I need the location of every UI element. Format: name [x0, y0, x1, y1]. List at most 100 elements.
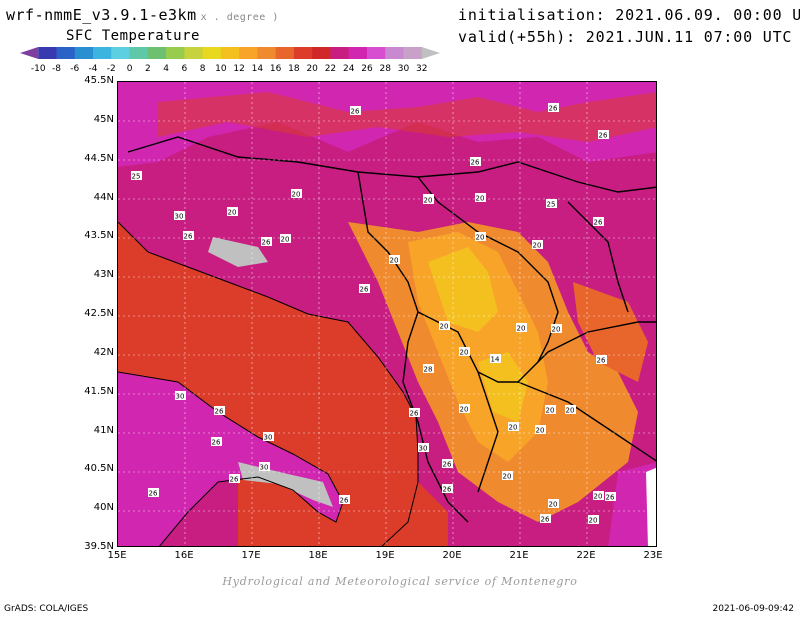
colorbar-tick-label: 28 [379, 64, 391, 74]
colorbar-swatch [184, 47, 204, 59]
contour-label-bg [423, 195, 434, 204]
contour-label: 20 [546, 407, 555, 415]
contour-label: 26 [606, 494, 615, 502]
contour-label: 20 [476, 195, 485, 203]
colorbar-tick-label: -4 [89, 64, 98, 74]
contour-label: 26 [410, 410, 419, 418]
contour-label-bg [442, 484, 453, 493]
colorbar-swatch [385, 47, 404, 59]
country-borders [127, 136, 656, 523]
latitude-label: 43.5N [84, 230, 114, 242]
colorbar-tick-label: 6 [181, 64, 187, 74]
contour-label-bg [548, 103, 559, 112]
colorbar-swatch [366, 47, 386, 59]
contour-label: 20 [566, 407, 575, 415]
contour-label-bg [442, 459, 453, 468]
longitude-label: 22E [576, 550, 596, 561]
contour-label-bg [261, 237, 272, 246]
colorbar-tick-label: 20 [306, 64, 318, 74]
contour-label-bg [508, 422, 519, 431]
contour-label-bg [389, 255, 400, 264]
latitude-label: 44.5N [84, 152, 114, 164]
contour-label: 26 [597, 357, 606, 365]
model-title: wrf-nmmE_v3.9.1-e3km x . degree ) [6, 6, 279, 24]
contour-label-bg [565, 405, 576, 414]
colorbar-swatch [93, 47, 112, 59]
contour-label: 26 [262, 239, 271, 247]
latitude-label: 45N [93, 113, 114, 125]
contour-label: 28 [424, 366, 433, 374]
contour-label-bg [470, 157, 481, 166]
contour-label-bg [502, 471, 513, 480]
contour-labels: 2626262625202020302626202020262020202620… [131, 103, 616, 525]
italy-gray-area [238, 462, 333, 507]
colorbar-swatch [330, 47, 350, 59]
colorbar-swatch [293, 47, 313, 59]
field-title: SFC Temperature [66, 28, 200, 44]
contour-label: 26 [340, 497, 349, 505]
contour-label-bg [229, 474, 240, 483]
contour-label-bg [605, 492, 616, 501]
contour-label: 20 [517, 325, 526, 333]
contour-label-bg [131, 171, 142, 180]
contour-label-bg [598, 130, 609, 139]
aegean-white [646, 467, 656, 546]
colorbar-tick-label: -2 [107, 64, 116, 74]
colorbar-swatch [147, 47, 167, 59]
east-warm [608, 462, 656, 546]
contour-label-bg [359, 284, 370, 293]
latitude-label: 42N [93, 346, 114, 358]
colorbar-tick-label: 24 [343, 64, 355, 74]
highland-yellow-south [478, 352, 528, 422]
contour-label: 20 [281, 236, 290, 244]
contour-label: 20 [460, 349, 469, 357]
contour-label-bg [214, 406, 225, 415]
contour-label: 26 [594, 219, 603, 227]
contour-label-bg [546, 199, 557, 208]
contour-label: 26 [215, 408, 224, 416]
contour-label: 30 [175, 213, 184, 221]
contour-label: 20 [228, 209, 237, 217]
colorbar-tick-label: 12 [233, 64, 244, 74]
contour-label-bg [259, 462, 270, 471]
east-orange [573, 282, 648, 382]
colorbar-swatch [239, 47, 258, 59]
latitude-label: 40N [93, 502, 114, 514]
colorbar-swatch [403, 47, 423, 59]
latitude-label: 45.5N [84, 75, 114, 86]
colorbar-swatch [74, 47, 94, 59]
contour-label: 20 [509, 424, 518, 432]
contour-label: 20 [292, 191, 301, 199]
contour-label-bg [475, 193, 486, 202]
software-credit: GrADS: COLA/IGES [4, 604, 89, 614]
temperature-map: 2626262625202020302626202020262020202620… [117, 81, 657, 547]
contour-label-bg [175, 391, 186, 400]
contour-label: 26 [212, 439, 221, 447]
longitude-label: 23E [643, 550, 663, 561]
italy-land [118, 372, 343, 546]
colorbar-swatch [20, 47, 39, 59]
colorbar-tick-label: 22 [325, 64, 336, 74]
contour-label: 30 [176, 393, 185, 401]
valid-time: valid(+55h): 2021.JUN.11 07:00 UTC [458, 28, 793, 46]
contour-label: 26 [230, 476, 239, 484]
grid-lines [118, 82, 656, 546]
contour-label: 30 [419, 445, 428, 453]
colorbar-tick-label: 0 [127, 64, 133, 74]
colorbar-swatch [166, 47, 185, 59]
contour-label-bg [532, 240, 543, 249]
contour-label-bg [339, 495, 350, 504]
colorbar-swatch [202, 47, 222, 59]
colorbar-tick-label: 18 [288, 64, 300, 74]
longitude-label: 17E [241, 550, 261, 561]
contour-label-bg [409, 408, 420, 417]
colorbar-swatch [220, 47, 240, 59]
contour-label-bg [551, 324, 562, 333]
model-units: x . degree ) [200, 12, 279, 23]
contour-label-bg [545, 405, 556, 414]
contour-label-bg [211, 437, 222, 446]
contour-label-bg [291, 189, 302, 198]
contour-label-bg [459, 347, 470, 356]
contour-label-bg [263, 432, 274, 441]
latitude-label: 44N [93, 191, 114, 203]
